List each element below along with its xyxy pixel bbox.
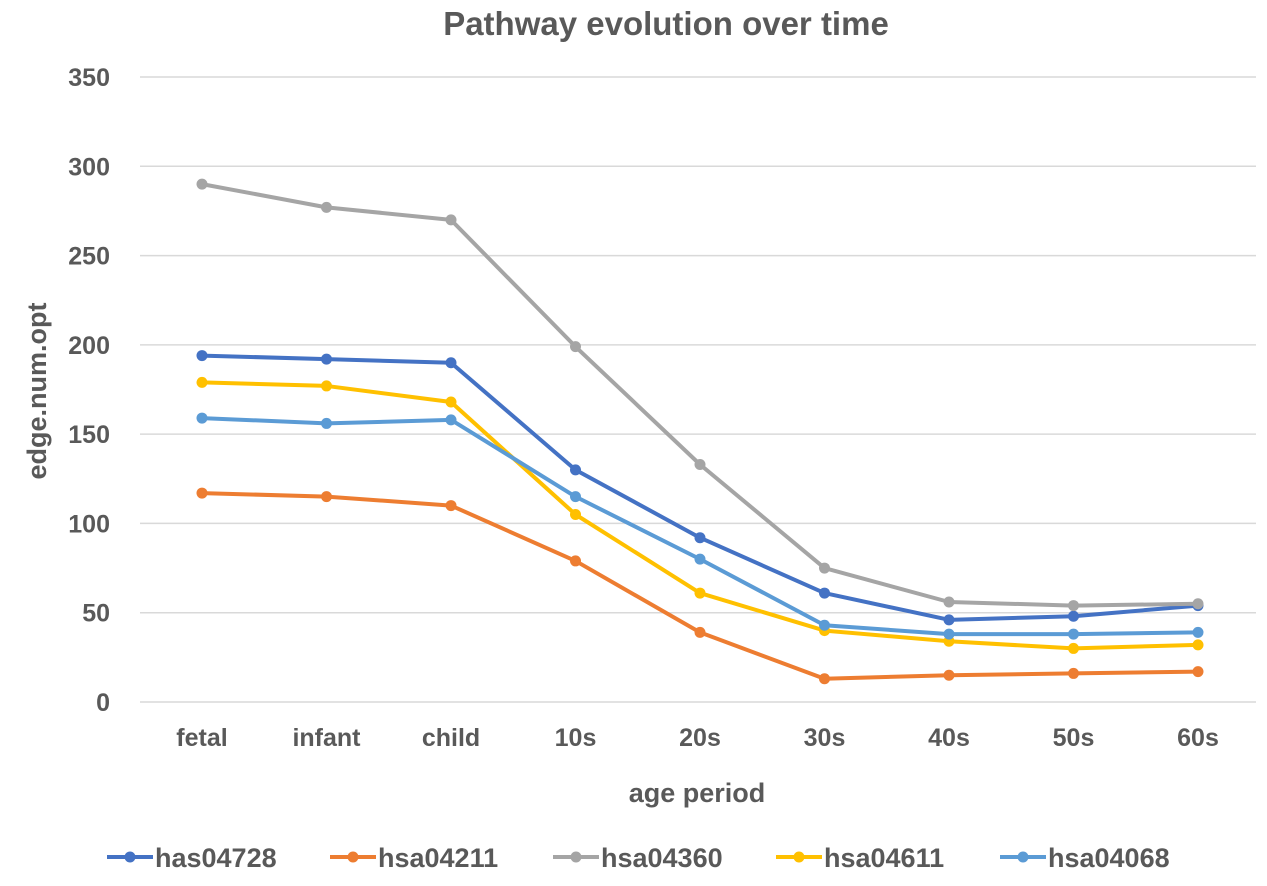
data-point-hsa04360-10s [570,341,581,353]
data-point-hsa04611-fetal [196,376,208,388]
y-tick-label: 0 [96,689,110,717]
legend-label: hsa04068 [1048,843,1170,873]
legend-marker-icon [1017,851,1029,863]
legend-item-has04728: has04728 [107,843,277,873]
legend-item-hsa04068: hsa04068 [1000,843,1170,873]
series-has04728 [196,350,1204,626]
series-line-hsa04068 [200,416,1200,637]
data-point-hsa04360-50s [1068,600,1079,612]
x-tick-label: infant [292,724,361,752]
data-point-has04728-10s [570,464,581,476]
data-point-hsa04211-fetal [196,487,208,499]
data-point-hsa04360-60s [1192,598,1204,610]
data-point-has04728-20s [694,532,706,544]
data-point-hsa04211-60s [1192,666,1204,678]
data-point-hsa04211-20s [694,626,706,638]
data-point-has04728-infant [321,353,332,365]
series-line-has04728 [200,353,1200,622]
legend-label: hsa04611 [824,843,944,873]
data-point-hsa04211-10s [570,555,581,567]
legend: has04728 hsa04211 hsa04360 hsa04611 hsa04068 [107,843,1170,873]
data-point-has04728-child [445,357,457,369]
data-point-hsa04611-60s [1192,639,1204,651]
data-point-has04728-fetal [196,350,208,362]
data-point-hsa04211-50s [1068,667,1079,679]
x-tick-label: fetal [176,724,227,752]
x-axis-ticks: fetal infant child 10s 20s 30s 40s 50s 60s [176,724,1219,752]
data-point-has04728-40s [943,614,955,626]
data-point-hsa04360-40s [943,596,955,608]
data-point-hsa04211-infant [321,491,332,503]
y-tick-label: 300 [68,153,110,181]
series-hsa04360 [196,178,1204,612]
legend-marker-icon [347,851,359,863]
y-tick-label: 50 [82,600,110,628]
legend-label: hsa04360 [601,843,723,873]
series-line-hsa04211 [200,491,1200,681]
x-tick-label: 60s [1177,724,1219,752]
data-point-hsa04068-50s [1068,628,1079,640]
data-point-hsa04068-10s [570,491,581,503]
y-axis-label: edge.num.opt [22,303,52,480]
legend-item-hsa04360: hsa04360 [553,843,723,873]
y-tick-label: 100 [68,510,110,538]
data-point-hsa04068-child [445,414,457,426]
legend-item-hsa04611: hsa04611 [776,843,944,873]
data-point-hsa04611-50s [1068,642,1079,654]
data-point-hsa04611-10s [570,509,581,520]
y-tick-label: 200 [68,332,110,360]
data-point-hsa04611-child [445,396,457,408]
data-point-hsa04611-20s [694,587,706,599]
legend-marker-icon [124,851,136,863]
data-point-hsa04360-30s [819,562,830,574]
legend-item-hsa04211: hsa04211 [330,843,498,873]
data-point-hsa04211-40s [943,669,955,681]
y-tick-label: 150 [68,421,110,449]
legend-marker-icon [793,851,805,863]
data-point-hsa04068-60s [1192,626,1204,638]
x-tick-label: 10s [555,724,597,752]
series-lines [196,178,1204,685]
data-point-hsa04068-40s [943,628,955,640]
data-point-hsa04611-infant [321,380,332,392]
y-tick-label: 250 [68,243,110,271]
legend-marker-icon [570,851,582,863]
x-tick-label: 40s [928,724,970,752]
data-point-hsa04068-fetal [196,412,208,424]
y-tick-label: 350 [68,64,110,92]
data-point-hsa04360-fetal [196,178,208,190]
data-point-hsa04068-20s [694,553,706,565]
legend-label: hsa04211 [378,843,498,873]
data-point-hsa04360-child [445,214,457,226]
x-tick-label: 50s [1053,724,1095,752]
x-tick-label: 20s [679,724,721,752]
x-tick-label: child [422,724,480,752]
data-point-hsa04360-infant [321,201,332,213]
y-axis-ticks: 0 50 100 150 200 250 300 350 [68,64,110,717]
chart-title: Pathway evolution over time [443,5,889,42]
data-point-hsa04211-30s [819,673,830,685]
data-point-hsa04068-30s [819,619,830,631]
series-hsa04211 [196,487,1204,685]
x-tick-label: 30s [804,724,846,752]
legend-label: has04728 [155,843,277,873]
data-point-hsa04360-20s [694,459,706,470]
data-point-hsa04068-infant [321,417,332,429]
data-point-has04728-30s [819,587,830,599]
x-axis-label: age period [629,778,766,808]
gridlines [140,76,1256,703]
data-point-hsa04211-child [445,500,457,512]
data-point-has04728-50s [1068,610,1079,622]
series-hsa04068 [196,412,1204,640]
series-hsa04611 [196,376,1204,654]
